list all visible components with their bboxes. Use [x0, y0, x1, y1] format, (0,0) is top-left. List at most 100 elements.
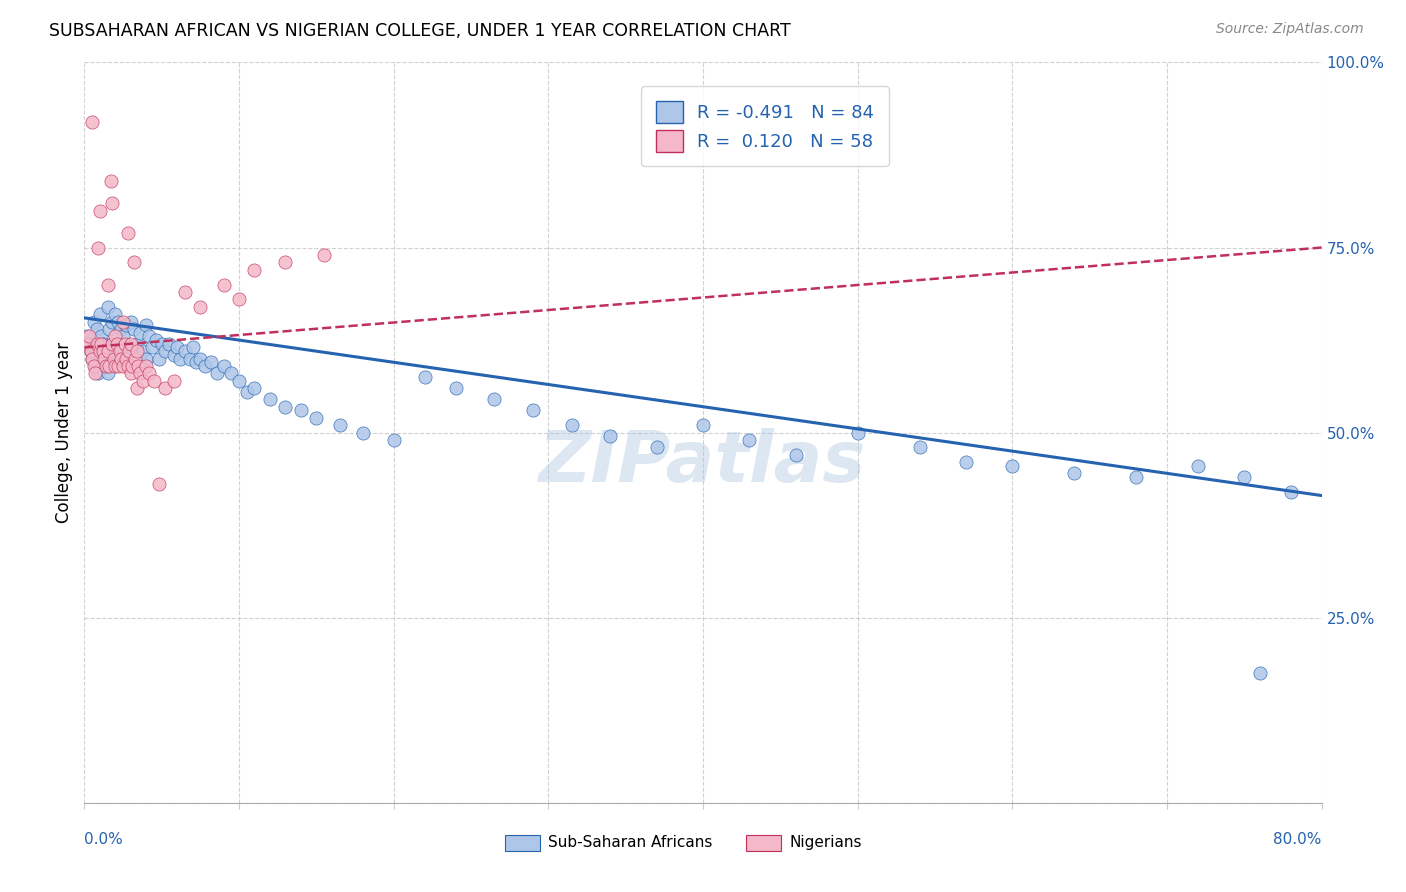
- Point: [153, 381, 176, 395]
- Point: [908, 441, 931, 455]
- Point: [153, 344, 176, 359]
- Point: [184, 355, 207, 369]
- Point: [212, 277, 235, 292]
- Point: [163, 374, 186, 388]
- Point: [121, 359, 143, 373]
- Text: ZIPatlas: ZIPatlas: [540, 428, 866, 497]
- Point: [86, 322, 108, 336]
- Point: [112, 359, 135, 373]
- Point: [228, 293, 250, 307]
- Point: [82, 351, 104, 366]
- Point: [188, 351, 211, 366]
- Text: SUBSAHARAN AFRICAN VS NIGERIAN COLLEGE, UNDER 1 YEAR CORRELATION CHART: SUBSAHARAN AFRICAN VS NIGERIAN COLLEGE, …: [49, 22, 792, 40]
- Point: [692, 418, 714, 433]
- Point: [194, 359, 217, 373]
- Point: [129, 367, 152, 381]
- Point: [188, 300, 211, 314]
- Point: [560, 418, 583, 433]
- Point: [1233, 470, 1256, 484]
- Point: [77, 329, 100, 343]
- Point: [115, 318, 138, 333]
- Point: [352, 425, 374, 440]
- Y-axis label: College, Under 1 year: College, Under 1 year: [55, 342, 73, 524]
- Point: [98, 322, 121, 336]
- Point: [96, 367, 118, 381]
- Point: [110, 351, 132, 366]
- Point: [96, 300, 118, 314]
- Point: [135, 318, 157, 333]
- Point: [76, 336, 98, 351]
- Point: [125, 381, 148, 395]
- Point: [219, 367, 242, 381]
- Point: [124, 351, 146, 366]
- Point: [91, 336, 114, 351]
- Point: [305, 410, 328, 425]
- Point: [103, 351, 125, 366]
- Point: [118, 344, 141, 359]
- Point: [135, 359, 157, 373]
- Point: [159, 336, 180, 351]
- Point: [522, 403, 544, 417]
- Point: [82, 114, 104, 128]
- Point: [138, 329, 160, 343]
- Point: [77, 336, 100, 351]
- Point: [91, 344, 114, 359]
- Point: [181, 341, 204, 355]
- Point: [94, 351, 117, 366]
- Point: [96, 344, 118, 359]
- Point: [145, 333, 167, 347]
- Point: [93, 344, 115, 359]
- Point: [163, 348, 186, 362]
- Point: [274, 400, 297, 414]
- Point: [107, 359, 129, 373]
- Bar: [505, 835, 540, 851]
- Point: [93, 351, 115, 366]
- Point: [166, 341, 188, 355]
- Point: [101, 314, 124, 328]
- Point: [117, 341, 139, 355]
- Point: [141, 341, 163, 355]
- Point: [79, 344, 101, 359]
- Text: 80.0%: 80.0%: [1274, 832, 1322, 847]
- Point: [76, 329, 98, 343]
- Point: [169, 351, 191, 366]
- Point: [104, 359, 127, 373]
- Point: [117, 226, 139, 240]
- Point: [94, 359, 117, 373]
- Point: [599, 429, 621, 443]
- Point: [228, 374, 250, 388]
- Point: [243, 381, 266, 395]
- Point: [1187, 458, 1209, 473]
- Point: [120, 314, 142, 328]
- Point: [846, 425, 869, 440]
- Point: [138, 367, 160, 381]
- Point: [312, 248, 335, 262]
- Bar: [747, 835, 780, 851]
- Point: [101, 336, 124, 351]
- Point: [108, 344, 131, 359]
- Point: [105, 336, 128, 351]
- Point: [148, 351, 170, 366]
- Point: [84, 359, 107, 373]
- Text: Nigerians: Nigerians: [790, 835, 862, 850]
- Point: [1249, 666, 1271, 681]
- Point: [1063, 467, 1085, 481]
- Text: Source: ZipAtlas.com: Source: ZipAtlas.com: [1216, 22, 1364, 37]
- Point: [207, 367, 229, 381]
- Point: [107, 351, 129, 366]
- Point: [89, 203, 111, 218]
- Point: [122, 255, 145, 269]
- Point: [104, 307, 127, 321]
- Point: [98, 359, 121, 373]
- Point: [120, 344, 142, 359]
- Point: [484, 392, 506, 407]
- Point: [101, 336, 124, 351]
- Point: [101, 196, 124, 211]
- Point: [212, 359, 235, 373]
- Point: [90, 336, 112, 351]
- Point: [89, 307, 111, 321]
- Point: [132, 374, 155, 388]
- Text: 0.0%: 0.0%: [84, 832, 124, 847]
- Point: [122, 322, 145, 336]
- Point: [107, 314, 129, 328]
